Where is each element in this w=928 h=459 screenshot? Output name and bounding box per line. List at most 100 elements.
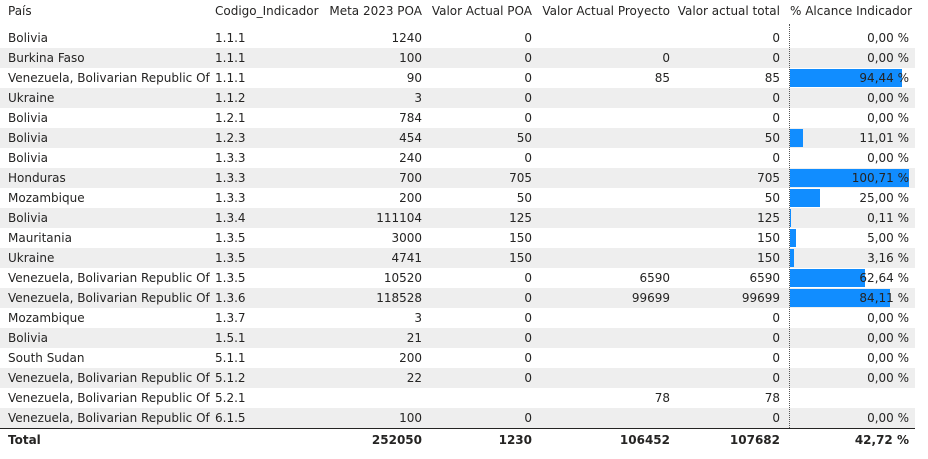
cell-total: 0	[772, 351, 780, 365]
cell-proyecto: 99699	[631, 291, 670, 305]
cell-pais: Bolivia	[8, 111, 49, 125]
cell-poa: 0	[524, 331, 532, 345]
cell-pais: Bolivia	[8, 331, 49, 345]
cell-codigo: 1.3.5	[215, 251, 246, 265]
cell-total: 78	[764, 391, 780, 405]
cell-pais: Venezuela, Bolivarian Republic Of	[8, 71, 210, 85]
cell-meta: 4741	[391, 251, 422, 265]
table-row[interactable]: Bolivia 1.5.1 21 0 0 0,00 %	[0, 328, 915, 348]
cell-poa: 0	[524, 411, 532, 425]
cell-alcance: 3,16 %	[867, 251, 909, 265]
table-row[interactable]: Venezuela, Bolivarian Republic Of 5.1.2 22…	[0, 368, 915, 388]
cell-meta: 3000	[391, 231, 422, 245]
cell-meta: 240	[399, 151, 422, 165]
header-valor-poa[interactable]: Valor Actual POA	[431, 4, 532, 18]
table-row[interactable]: Honduras 1.3.3 700 705 705 100,71 %	[0, 168, 915, 188]
header-codigo[interactable]: Codigo_Indicador	[215, 4, 319, 18]
cell-codigo: 1.1.1	[215, 71, 246, 85]
cell-meta: 100	[399, 411, 422, 425]
cell-proyecto: 0	[662, 51, 670, 65]
table-row[interactable]: Ukraine 1.3.5 4741 150 150 3,16 %	[0, 248, 915, 268]
cell-pais: Mozambique	[8, 191, 85, 205]
cell-pais: Burkina Faso	[8, 51, 85, 65]
table-row[interactable]: Venezuela, Bolivarian Republic Of 6.1.5 10…	[0, 408, 915, 428]
cell-proyecto: 6590	[639, 271, 670, 285]
table-row[interactable]: Mozambique 1.3.7 3 0 0 0,00 %	[0, 308, 915, 328]
total-total: 107682	[729, 433, 780, 447]
cell-meta: 21	[406, 331, 422, 345]
header-meta[interactable]: Meta 2023 POA	[329, 4, 422, 18]
cell-meta: 100	[399, 51, 422, 65]
cell-codigo: 1.5.1	[215, 331, 246, 345]
cell-poa: 0	[524, 291, 532, 305]
table-row[interactable]: Venezuela, Bolivarian Republic Of 1.3.5 10…	[0, 268, 915, 288]
table-row[interactable]: Bolivia 1.2.3 454 50 50 11,01 %	[0, 128, 915, 148]
cell-poa: 0	[524, 51, 532, 65]
table-row[interactable]: Bolivia 1.1.1 1240 0 0 0,00 %	[0, 28, 915, 48]
header-alcance[interactable]: % Alcance Indicador	[790, 4, 913, 18]
cell-poa: 50	[516, 131, 532, 145]
cell-pais: Venezuela, Bolivarian Republic Of	[8, 391, 210, 405]
cell-codigo: 1.2.1	[215, 111, 246, 125]
table-row[interactable]: Ukraine 1.1.2 3 0 0 0,00 %	[0, 88, 915, 108]
header-valor-total[interactable]: Valor actual total	[677, 4, 780, 18]
cell-pais: Venezuela, Bolivarian Republic Of	[8, 271, 210, 285]
cell-total: 99699	[741, 291, 780, 305]
table-row[interactable]: Bolivia 1.3.4 111104 125 125 0,11 %	[0, 208, 915, 228]
cell-meta: 784	[399, 111, 422, 125]
cell-alcance: 0,00 %	[867, 351, 909, 365]
alcance-bar	[790, 69, 903, 87]
header-valor-proyecto[interactable]: Valor Actual Proyecto	[542, 4, 670, 18]
cell-total: 705	[757, 171, 780, 185]
total-meta: 252050	[371, 433, 422, 447]
alcance-bar	[790, 269, 865, 287]
cell-poa: 0	[524, 271, 532, 285]
cell-pais: Venezuela, Bolivarian Republic Of	[8, 411, 210, 425]
alcance-bar	[790, 229, 796, 247]
table-row[interactable]: Venezuela, Bolivarian Republic Of 1.1.1 90…	[0, 68, 915, 88]
cell-codigo: 5.1.1	[215, 351, 246, 365]
cell-meta: 118528	[376, 291, 422, 305]
alcance-bar	[790, 129, 804, 147]
cell-alcance: 0,00 %	[867, 91, 909, 105]
cell-meta: 200	[399, 191, 422, 205]
cell-poa: 0	[524, 31, 532, 45]
cell-poa: 0	[524, 151, 532, 165]
table-row[interactable]: Bolivia 1.3.3 240 0 0 0,00 %	[0, 148, 915, 168]
cell-codigo: 1.3.7	[215, 311, 246, 325]
cell-alcance: 25,00 %	[859, 191, 909, 205]
cell-alcance: 11,01 %	[859, 131, 909, 145]
header-pais[interactable]: País	[8, 4, 32, 18]
alcance-bar	[790, 169, 909, 187]
table-row[interactable]: Venezuela, Bolivarian Republic Of 5.2.1 78…	[0, 388, 915, 408]
table-row[interactable]: Burkina Faso 1.1.1 100 0 0 0 0,00 %	[0, 48, 915, 68]
cell-meta: 1240	[391, 31, 422, 45]
table-header: País Codigo_Indicador Meta 2023 POA Valo…	[0, 0, 928, 24]
cell-codigo: 1.3.3	[215, 191, 246, 205]
table-row[interactable]: Venezuela, Bolivarian Republic Of 1.3.6 11…	[0, 288, 915, 308]
cell-total: 50	[764, 191, 780, 205]
cell-total: 125	[757, 211, 780, 225]
cell-alcance: 62,64 %	[859, 271, 909, 285]
cell-alcance: 84,11 %	[859, 291, 909, 305]
cell-pais: Venezuela, Bolivarian Republic Of	[8, 371, 210, 385]
cell-poa: 0	[524, 311, 532, 325]
cell-codigo: 6.1.5	[215, 411, 246, 425]
cell-alcance: 0,00 %	[867, 51, 909, 65]
cell-poa: 0	[524, 91, 532, 105]
alcance-bar	[790, 289, 891, 307]
cell-poa: 0	[524, 371, 532, 385]
table-row[interactable]: Mozambique 1.3.3 200 50 50 25,00 %	[0, 188, 915, 208]
table-row[interactable]: South Sudan 5.1.1 200 0 0 0,00 %	[0, 348, 915, 368]
cell-codigo: 1.3.5	[215, 271, 246, 285]
table-row[interactable]: Bolivia 1.2.1 784 0 0 0,00 %	[0, 108, 915, 128]
cell-total: 6590	[749, 271, 780, 285]
cell-total: 0	[772, 111, 780, 125]
cell-total: 0	[772, 371, 780, 385]
scrollbar[interactable]	[916, 24, 928, 428]
cell-pais: Bolivia	[8, 131, 49, 145]
cell-total: 50	[764, 131, 780, 145]
cell-alcance: 0,11 %	[867, 211, 909, 225]
table-row[interactable]: Mauritania 1.3.5 3000 150 150 5,00 %	[0, 228, 915, 248]
cell-poa: 0	[524, 71, 532, 85]
